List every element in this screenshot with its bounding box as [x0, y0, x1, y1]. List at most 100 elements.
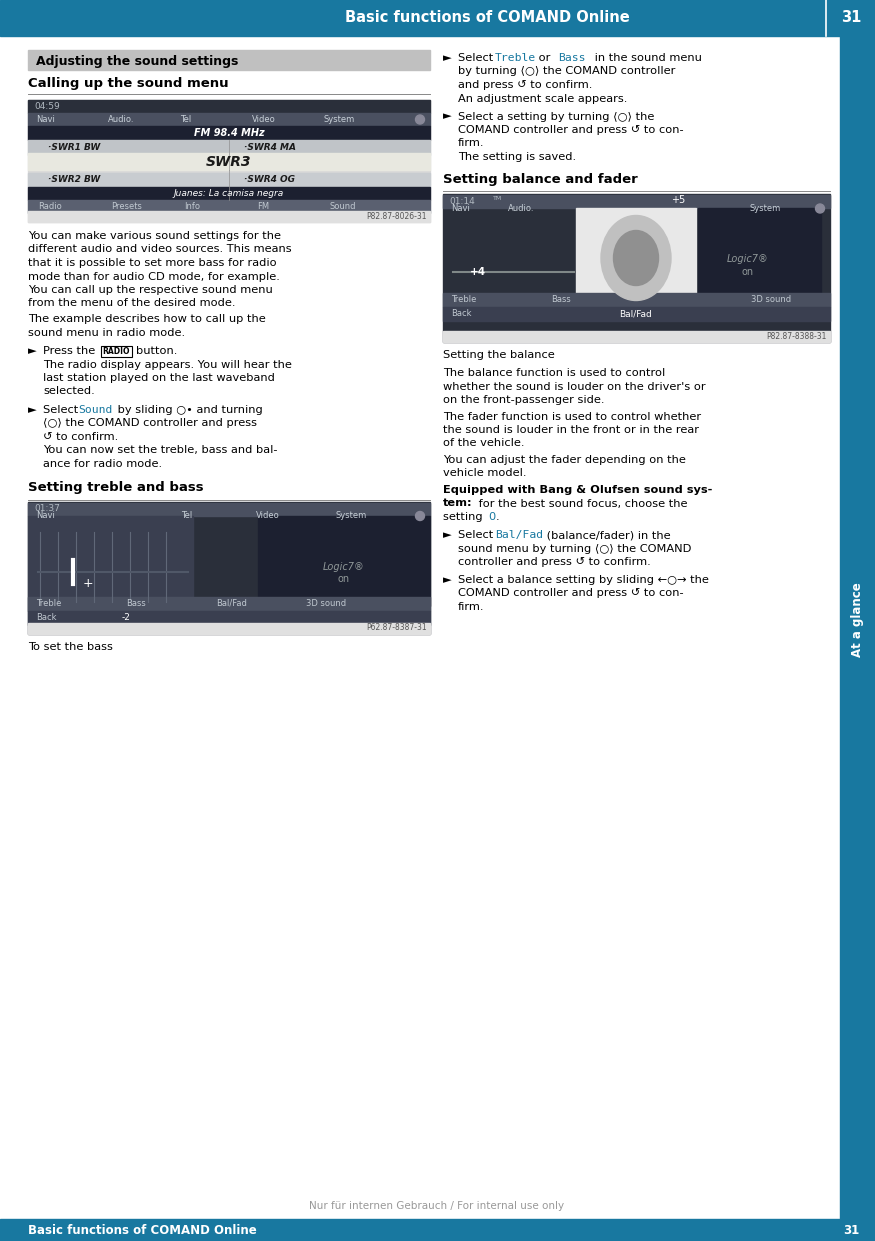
Text: Adjusting the sound settings: Adjusting the sound settings	[36, 55, 238, 67]
Text: firm.: firm.	[458, 139, 485, 149]
Text: Bass: Bass	[551, 295, 570, 304]
Text: You can now set the treble, bass and bal-: You can now set the treble, bass and bal…	[43, 446, 277, 455]
Text: Tel: Tel	[181, 511, 192, 520]
Text: Bal/Fad: Bal/Fad	[216, 599, 247, 608]
Text: tem:: tem:	[443, 499, 472, 509]
Text: Calling up the sound menu: Calling up the sound menu	[28, 77, 228, 91]
Text: P82.87-8388-31: P82.87-8388-31	[766, 333, 827, 341]
Text: ►: ►	[443, 53, 452, 63]
Text: You can adjust the fader depending on the: You can adjust the fader depending on th…	[443, 455, 686, 465]
Text: last station played on the last waveband: last station played on the last waveband	[43, 374, 275, 383]
Text: Logic7®: Logic7®	[727, 254, 769, 264]
Text: by sliding ○• and turning: by sliding ○• and turning	[114, 405, 262, 414]
Text: Setting the balance: Setting the balance	[443, 350, 555, 360]
Text: on: on	[742, 267, 754, 277]
Text: P82.87-8026-31: P82.87-8026-31	[367, 212, 427, 221]
Bar	[258, 515, 430, 606]
Bar	[698, 208, 821, 298]
Circle shape	[416, 115, 424, 124]
Text: +: +	[83, 577, 94, 589]
Text: selected.: selected.	[43, 386, 94, 397]
Text: ►: ►	[28, 405, 37, 414]
Text: different audio and video sources. This means: different audio and video sources. This …	[28, 244, 291, 254]
Bar	[443, 195, 830, 208]
Text: Select a balance setting by sliding ←○→ the: Select a balance setting by sliding ←○→ …	[458, 575, 709, 585]
Text: mode than for audio CD mode, for example.: mode than for audio CD mode, for example…	[28, 272, 280, 282]
Bar	[28, 623, 430, 633]
Text: Basic functions of COMAND Online: Basic functions of COMAND Online	[28, 1224, 256, 1236]
Text: that it is possible to set more bass for radio: that it is possible to set more bass for…	[28, 258, 276, 268]
Bar	[28, 503, 430, 515]
Bar	[443, 293, 830, 307]
Bar	[28, 101, 430, 222]
Text: Press the: Press the	[43, 346, 95, 356]
Text: The setting is saved.: The setting is saved.	[458, 151, 576, 163]
Bar	[28, 501, 430, 633]
Text: Info: Info	[184, 202, 200, 211]
Text: System: System	[336, 511, 368, 520]
Text: firm.: firm.	[458, 602, 485, 612]
Text: Setting treble and bass: Setting treble and bass	[28, 482, 204, 494]
Bar	[28, 515, 193, 611]
Text: COMAND controller and press ↺ to con-: COMAND controller and press ↺ to con-	[458, 588, 683, 598]
Text: Bass: Bass	[126, 599, 146, 608]
Text: Logic7®: Logic7®	[323, 561, 365, 572]
Text: 3D sound: 3D sound	[306, 599, 347, 608]
Text: ⟨○⟩ the COMAND controller and press: ⟨○⟩ the COMAND controller and press	[43, 418, 257, 428]
Bar	[28, 187, 430, 200]
Text: Back: Back	[451, 309, 472, 319]
Text: COMAND controller and press ↺ to con-: COMAND controller and press ↺ to con-	[458, 125, 683, 135]
Text: FM 98.4 MHz: FM 98.4 MHz	[193, 128, 264, 138]
Text: Navi: Navi	[36, 511, 55, 520]
Text: of the vehicle.: of the vehicle.	[443, 438, 524, 448]
Bar	[0, 0, 875, 36]
Text: Bal/Fad: Bal/Fad	[620, 309, 653, 319]
Text: .: .	[496, 513, 500, 522]
Text: TM: TM	[493, 196, 502, 201]
Text: Back: Back	[36, 613, 57, 622]
Text: on the front-passenger side.: on the front-passenger side.	[443, 395, 605, 405]
Text: 3D sound: 3D sound	[751, 295, 791, 304]
Text: for the best sound focus, choose the: for the best sound focus, choose the	[475, 499, 688, 509]
Bar	[28, 211, 430, 222]
Bar	[840, 36, 875, 1241]
Text: Navi: Navi	[36, 115, 55, 124]
Text: ►: ►	[443, 112, 452, 122]
Ellipse shape	[601, 216, 671, 300]
Text: and press ↺ to confirm.: and press ↺ to confirm.	[458, 79, 592, 91]
Text: button.: button.	[136, 346, 178, 356]
Text: Equipped with Bang & Olufsen sound sys-: Equipped with Bang & Olufsen sound sys-	[443, 485, 712, 495]
Text: Sound: Sound	[78, 405, 112, 414]
Bar	[28, 172, 430, 187]
Text: by turning ⟨○⟩ the COMAND controller: by turning ⟨○⟩ the COMAND controller	[458, 67, 676, 77]
Text: Audio.: Audio.	[508, 204, 535, 213]
FancyBboxPatch shape	[101, 346, 131, 357]
Bar	[576, 208, 696, 308]
Text: The radio display appears. You will hear the: The radio display appears. You will hear…	[43, 360, 292, 370]
Text: 01:14: 01:14	[449, 196, 475, 206]
Text: ·SWR4 OG: ·SWR4 OG	[244, 175, 295, 185]
Text: ·SWR1 BW: ·SWR1 BW	[48, 143, 101, 151]
Text: 31: 31	[843, 1224, 859, 1236]
Text: in the sound menu: in the sound menu	[591, 53, 702, 63]
Text: on: on	[338, 575, 350, 585]
Text: Bass: Bass	[558, 53, 585, 63]
Bar	[28, 611, 430, 624]
Circle shape	[416, 511, 424, 520]
Text: whether the sound is louder on the driver's or: whether the sound is louder on the drive…	[443, 381, 705, 391]
Text: sound menu by turning ⟨○⟩ the COMAND: sound menu by turning ⟨○⟩ the COMAND	[458, 544, 691, 553]
Text: ·SWR4 MA: ·SWR4 MA	[244, 143, 296, 151]
Text: Basic functions of COMAND Online: Basic functions of COMAND Online	[345, 10, 629, 26]
Text: (balance/fader) in the: (balance/fader) in the	[543, 530, 670, 540]
Text: System: System	[750, 204, 781, 213]
Text: Presets: Presets	[111, 202, 142, 211]
Text: the sound is louder in the front or in the rear: the sound is louder in the front or in t…	[443, 424, 699, 436]
Ellipse shape	[613, 231, 659, 285]
Text: ►: ►	[28, 346, 37, 356]
Text: Treble: Treble	[451, 295, 476, 304]
Bar	[443, 194, 830, 343]
Text: Select: Select	[43, 405, 82, 414]
Bar	[28, 140, 430, 155]
Text: System: System	[324, 115, 355, 124]
Text: -2: -2	[122, 613, 130, 622]
